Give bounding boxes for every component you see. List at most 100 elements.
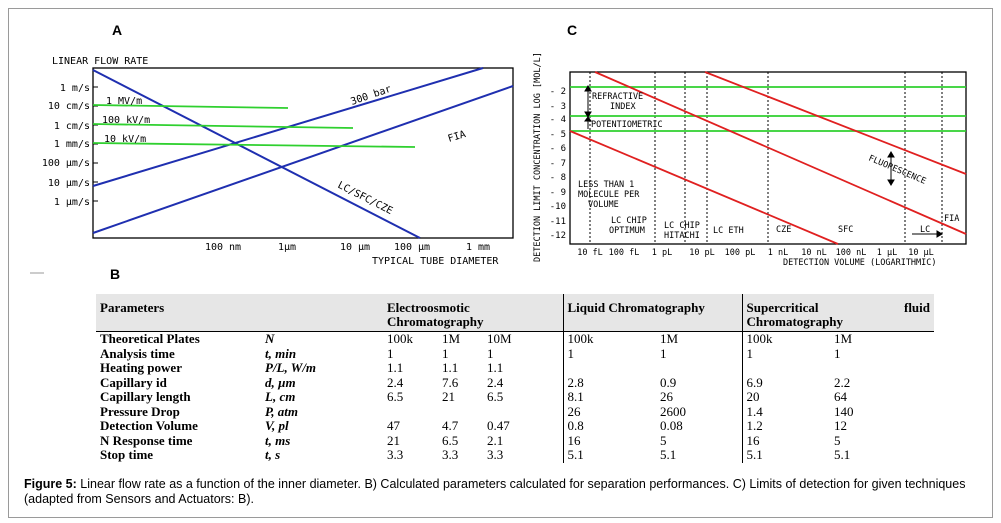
chart-a-xlabel: TYPICAL TUBE DIAMETER (372, 256, 499, 267)
parameter-name: N Response time (100, 432, 193, 448)
lc-chip-optimum-label-2: OPTIMUM (609, 226, 645, 236)
table-row: Pressure Drop P, atm 26 2600 1.4 140 (96, 403, 934, 419)
table-cell: 64 (834, 389, 847, 404)
table-cell: 5 (834, 432, 841, 448)
parameter-name: Capillary id (100, 374, 167, 390)
table-cell (562, 361, 656, 376)
table-cell: 1.1 (387, 360, 404, 375)
parameter-symbol: t, s (265, 447, 281, 462)
molecule-label-3: VOLUME (588, 200, 619, 210)
table-cell: 1 (834, 345, 841, 361)
pressure-label: 300 bar (349, 84, 392, 108)
header-liquid: Liquid Chromatography (562, 294, 742, 332)
table-cell: 6.5 (387, 389, 404, 404)
molecule-label-2: MOLECULE PER (578, 190, 640, 200)
caption-label: Figure 5: (24, 477, 77, 491)
table-cell: 1.4 (741, 404, 830, 419)
table-cell: 2.2 (834, 374, 851, 390)
table-cell: 10M (487, 331, 512, 346)
fia-line (92, 85, 514, 234)
chart-a-xtick: 100 nm (205, 242, 241, 253)
parameter-symbol: t, ms (265, 432, 291, 448)
table-cell: 0.08 (660, 418, 683, 433)
chart-c-ytick: - 9 (550, 188, 566, 198)
chart-c-xtick: 100 nL (836, 248, 867, 258)
table-cell: 16 (741, 433, 830, 448)
table-row: Theoretical Plates N 100k 1M 10M 100k 1M 100k 1M (96, 331, 934, 347)
figure-caption: Figure 5: Linear flow rate as a function… (24, 477, 979, 507)
chart-c-ytick: - 8 (550, 173, 566, 183)
fia-label: FIA (944, 214, 959, 224)
parameter-name: Heating power (100, 360, 182, 375)
table-cell: 20 (741, 390, 830, 405)
table-row: Capillary length L, cm 6.5 21 6.5 8.1 26 20 64 (96, 390, 934, 405)
table-cell: 1 (741, 346, 830, 361)
table-cell: 6.5 (487, 389, 504, 404)
table-cell: 0.9 (660, 374, 677, 390)
table-cell: 26 (660, 389, 673, 404)
red-line-1 (569, 130, 839, 245)
table-header-row: Parameters Electroosmotic Chromatography… (96, 294, 934, 332)
parameter-symbol: P, atm (265, 403, 298, 419)
table-cell: 3.3 (387, 447, 404, 462)
fluorescence-label: FLUORESCENCE (867, 154, 927, 187)
table-cell: 5.1 (562, 448, 656, 463)
chart-c-ytick: - 4 (550, 115, 566, 125)
panel-label-b: B (110, 266, 121, 282)
chart-c-xtick: 1 nL (768, 248, 788, 258)
table-cell: 0.47 (487, 418, 510, 433)
table-cell: 1.1 (442, 360, 459, 375)
table-cell: 2600 (660, 403, 686, 419)
table-cell: 3.3 (487, 447, 504, 462)
parameter-name: Capillary length (100, 389, 191, 404)
chart-a-xtick: 10 µm (340, 242, 370, 253)
chart-c-ytick: - 2 (550, 87, 566, 97)
chart-c-xtick: 100 pL (725, 248, 756, 258)
chart-c-xtick: 10 nL (801, 248, 827, 258)
chart-c-ytick: - 7 (550, 159, 566, 169)
chart-a-ytick: 1 µm/s (54, 197, 90, 208)
table-cell: 21 (387, 432, 400, 448)
chart-a-frame (92, 67, 514, 239)
chart-a-xtick: 100 µm (394, 242, 430, 253)
table-row: Capillary id d, µm 2.4 7.6 2.4 2.8 0.9 6.9 2.2 (96, 374, 934, 390)
chart-c-ytick: - 3 (550, 102, 566, 112)
table-cell: 1M (442, 331, 461, 346)
chart-c: DETECTION LIMIT CONCENTRATION LOG [MOL/L… (533, 52, 967, 268)
parameter-name: Stop time (100, 447, 154, 462)
header-parameters: Parameters (96, 294, 261, 332)
chart-c-ytick: -12 (550, 231, 566, 241)
table-cell: 2.4 (487, 374, 504, 390)
lc-label: LC (920, 225, 930, 235)
table-row: Heating power P/L, W/m 1.1 1.1 1.1 (96, 361, 934, 376)
chart-c-xlabel: DETECTION VOLUME (LOGARITHMIC) (783, 258, 937, 268)
parameter-name: Theoretical Plates (100, 331, 200, 346)
table-cell: 140 (834, 403, 854, 419)
chart-c-xtick: 1 µL (877, 248, 897, 258)
table-cell: 1 (387, 345, 394, 361)
chart-c-xtick: 10 µL (908, 248, 934, 258)
chart-a-ytick: 1 cm/s (54, 121, 90, 132)
table-cell: 100k (562, 331, 656, 347)
table-cell: 21 (442, 389, 455, 404)
chart-a-ytick: 10 cm/s (48, 101, 90, 112)
fia-label: FIA (447, 129, 467, 145)
chart-a-ytick: 1 mm/s (54, 139, 90, 150)
parameter-symbol: N (265, 331, 275, 346)
table-cell: 1M (834, 331, 853, 346)
red-line-2 (594, 71, 967, 235)
table-cell (830, 361, 934, 376)
header-electroosmotic: Electroosmotic Chromatography (383, 294, 563, 332)
cze-label: CZE (776, 225, 791, 235)
lc-chip-hitachi-label-2: HITACHI (664, 231, 700, 241)
table-row: N Response time t, ms 21 6.5 2.1 16 5 16 5 (96, 432, 934, 448)
chart-c-xtick: 100 fL (609, 248, 640, 258)
table-row: Stop time t, s 3.3 3.3 3.3 5.1 5.1 5.1 5.1 (96, 448, 934, 463)
chart-a-xtick: 1 mm (466, 242, 490, 253)
field-1mv-line (92, 104, 289, 109)
parameter-symbol: V, pl (265, 418, 289, 433)
table-cell: 1 (660, 345, 667, 361)
table-cell: 1 (487, 345, 494, 361)
chart-c-xtick: 10 fL (577, 248, 603, 258)
molecule-label-1: LESS THAN 1 (578, 180, 634, 190)
